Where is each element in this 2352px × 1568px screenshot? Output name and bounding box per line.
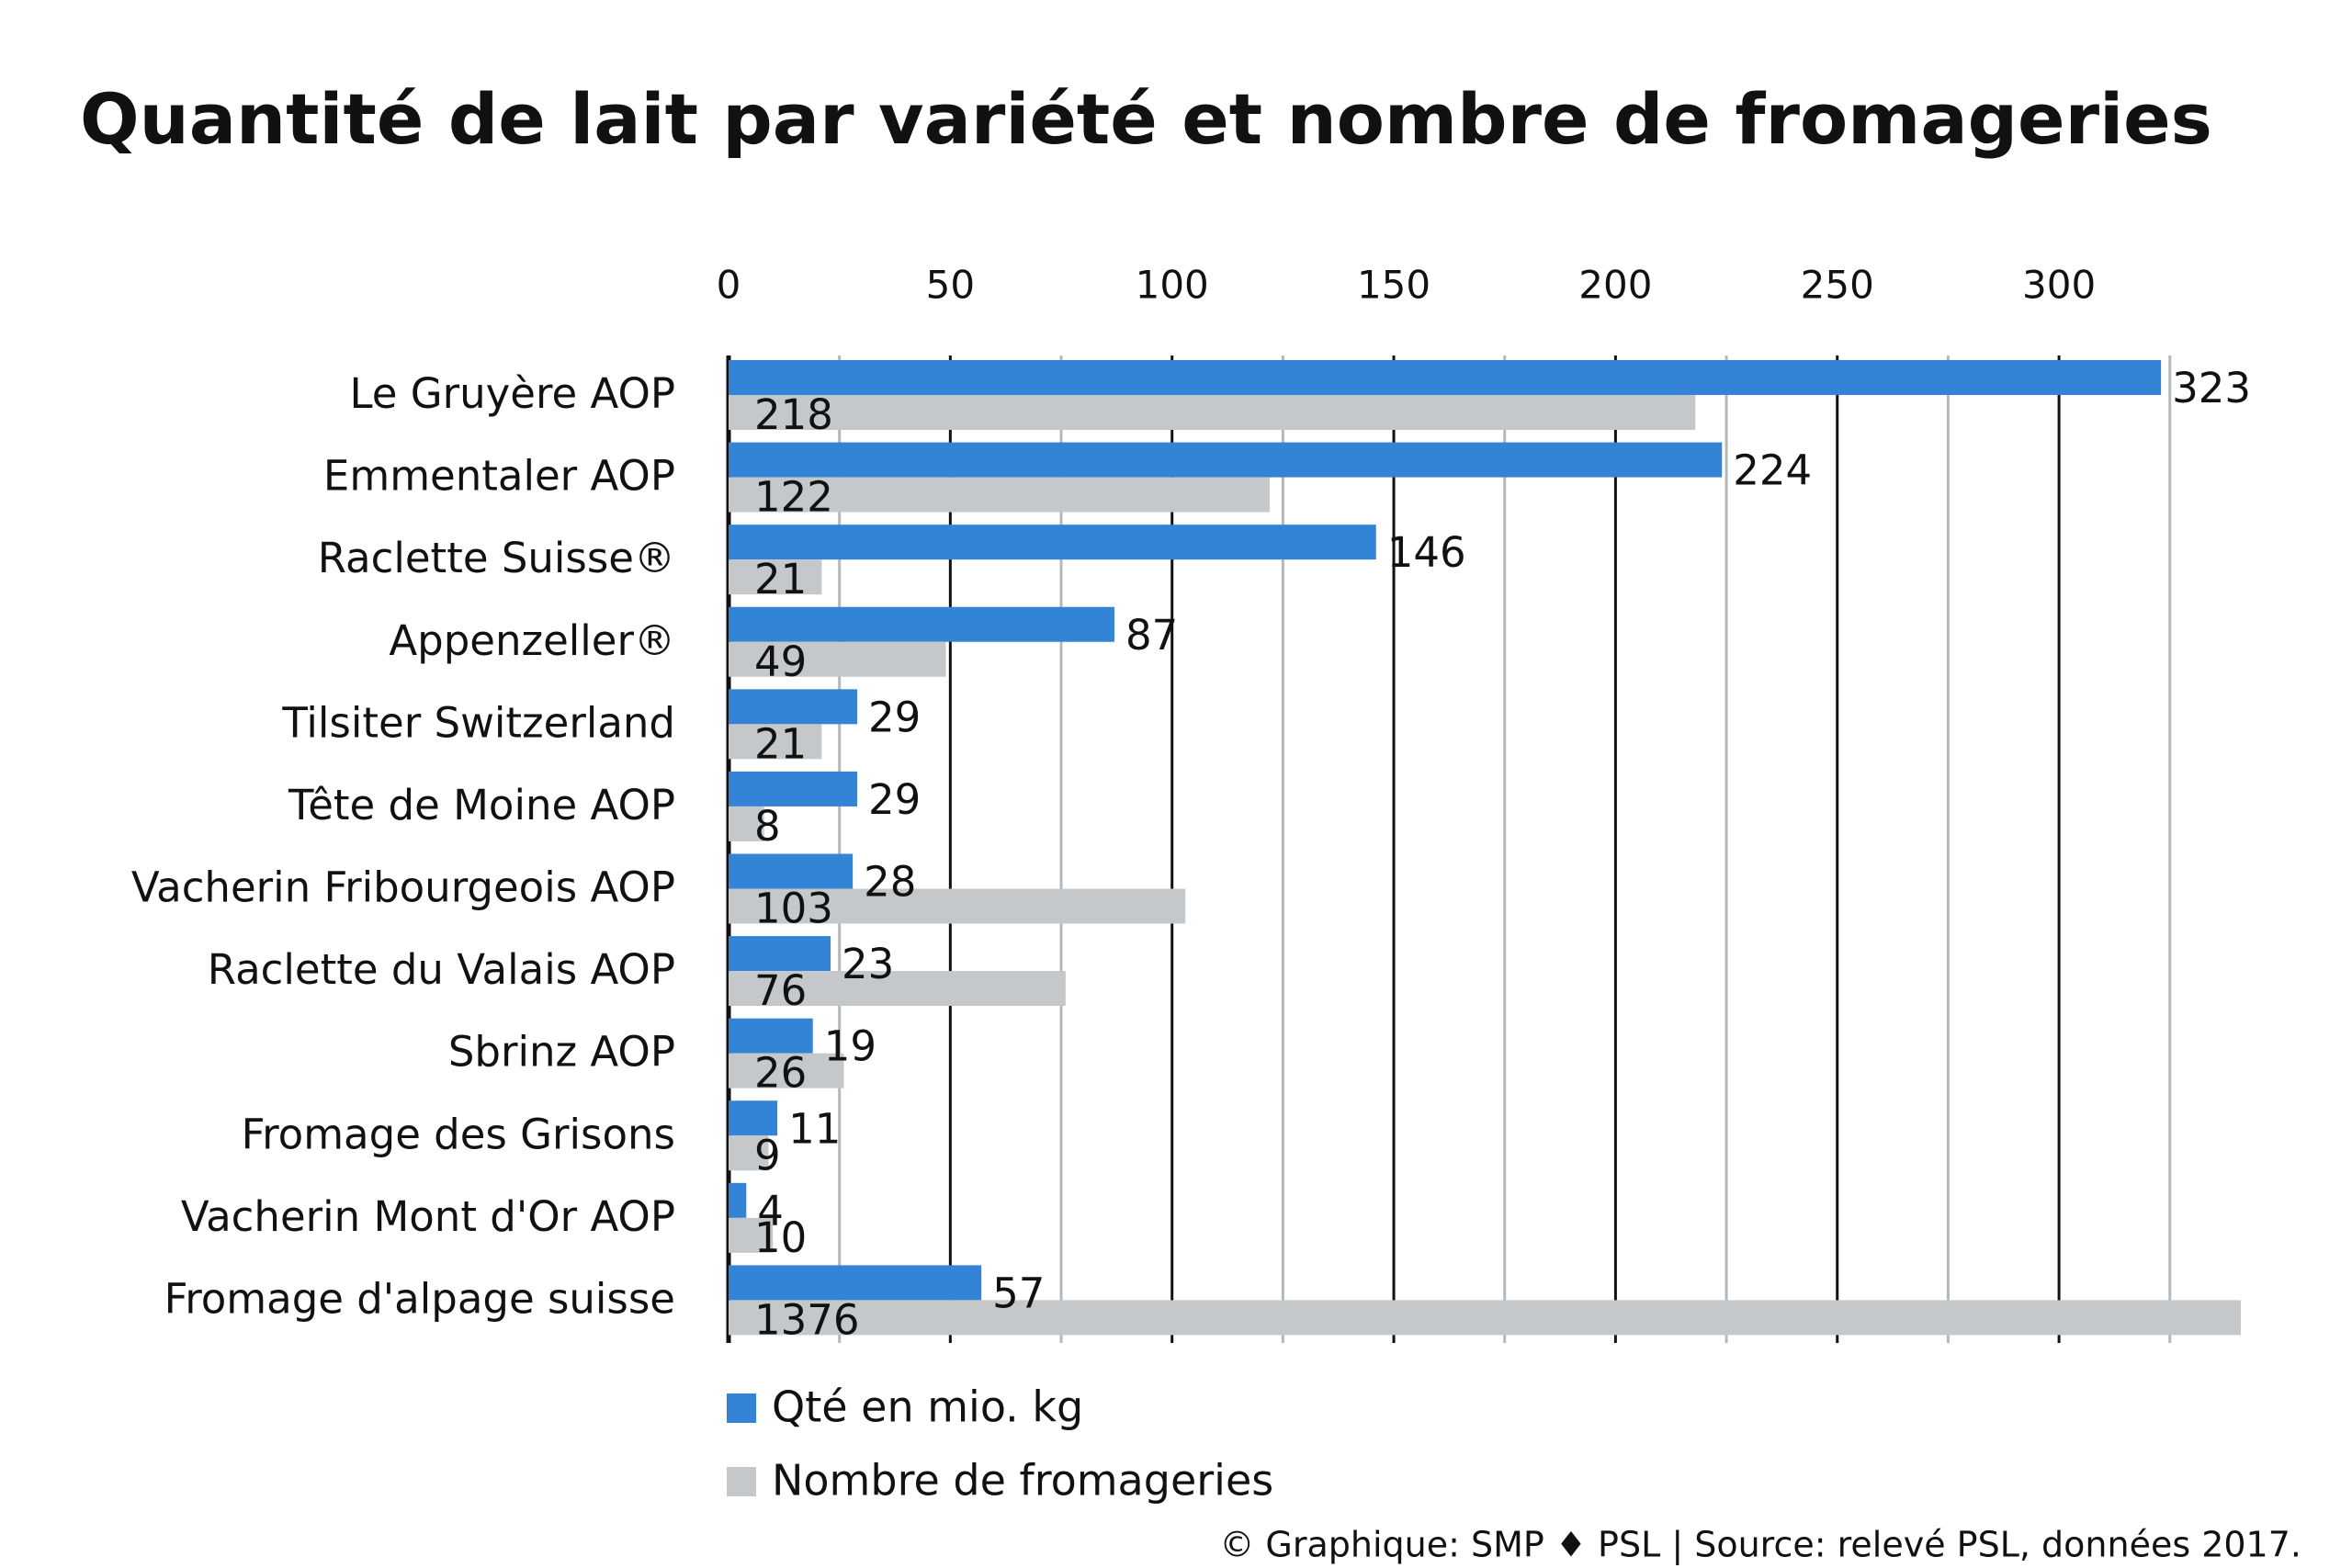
value-label: 21 — [754, 555, 807, 604]
bar — [729, 1135, 769, 1171]
value-label: 11 — [788, 1104, 841, 1153]
value-label: 122 — [754, 473, 833, 522]
bar — [729, 1217, 774, 1253]
value-label: 10 — [754, 1213, 807, 1262]
bar — [729, 724, 822, 760]
x-tick-label: 250 — [1801, 263, 1874, 308]
bar — [729, 936, 831, 972]
value-label: 8 — [754, 802, 781, 851]
source: © Graphique: SMP ♦ PSL | Source: relevé … — [1219, 1525, 2301, 1566]
value-label: 19 — [824, 1022, 876, 1071]
bar — [729, 1265, 982, 1301]
bar — [729, 1018, 813, 1054]
bar — [729, 360, 2162, 395]
bar — [729, 1182, 747, 1218]
bar — [729, 971, 1066, 1007]
value-label: 87 — [1125, 611, 1178, 660]
bar — [729, 559, 822, 595]
x-tick-label: 50 — [926, 263, 975, 308]
value-label: 49 — [754, 637, 807, 686]
value-label: 26 — [754, 1049, 807, 1098]
value-label: 28 — [864, 858, 916, 907]
category-label: Le Gruyère AOP — [349, 369, 675, 418]
bar — [729, 395, 1696, 430]
chart-title: Quantité de lait par variété et nombre d… — [80, 78, 2212, 160]
bar — [729, 1100, 778, 1136]
value-label: 76 — [754, 966, 807, 1015]
category-label: Vacherin Fribourgeois AOP — [131, 863, 675, 912]
x-tick-label: 300 — [2022, 263, 2096, 308]
bar — [729, 477, 1270, 513]
value-label: 146 — [1387, 528, 1466, 577]
value-label: 23 — [842, 940, 894, 988]
value-label: 57 — [992, 1269, 1045, 1317]
x-tick-label: 150 — [1357, 263, 1430, 308]
category-label: Vacherin Mont d'Or AOP — [181, 1192, 675, 1241]
bar — [729, 525, 1376, 560]
legend-swatch — [727, 1393, 756, 1423]
value-label: 29 — [868, 775, 921, 824]
bar — [729, 888, 1186, 924]
bar — [729, 771, 857, 807]
x-tick-label: 200 — [1578, 263, 1652, 308]
bar — [729, 689, 857, 725]
bar — [729, 442, 1723, 478]
x-tick-label: 100 — [1136, 263, 1209, 308]
bar — [729, 606, 1114, 642]
bar — [729, 1053, 844, 1089]
category-label: Raclette du Valais AOP — [208, 945, 675, 994]
category-label: Emmentaler AOP — [323, 452, 675, 501]
category-label: Raclette Suisse® — [318, 534, 675, 582]
bars — [729, 360, 2241, 1336]
value-label: 103 — [754, 885, 833, 933]
legend-swatch — [727, 1467, 756, 1496]
grid — [726, 355, 2172, 1343]
value-label: 1376 — [754, 1295, 860, 1344]
bar — [729, 853, 854, 889]
category-label: Tilsiter Switzerland — [281, 698, 675, 747]
value-label: 323 — [2172, 364, 2251, 412]
value-label: 224 — [1733, 446, 1812, 495]
category-label: Tête de Moine AOP — [288, 781, 675, 829]
value-label: 29 — [868, 693, 921, 741]
legend-label: Nombre de fromageries — [772, 1456, 1273, 1506]
category-label: Fromage d'alpage suisse — [164, 1274, 675, 1323]
category-label: Appenzeller® — [389, 616, 675, 665]
bar — [729, 806, 764, 841]
x-tick-label: 0 — [717, 263, 741, 308]
legend-label: Qté en mio. kg — [772, 1382, 1083, 1432]
value-label: 9 — [754, 1131, 781, 1179]
category-label: Fromage des Grisons — [242, 1110, 675, 1158]
bar — [729, 1300, 2241, 1336]
value-label: 21 — [754, 719, 807, 768]
bar — [729, 641, 946, 677]
category-label: Sbrinz AOP — [448, 1028, 675, 1077]
value-label: 4 — [757, 1187, 784, 1235]
value-label: 218 — [754, 390, 833, 439]
